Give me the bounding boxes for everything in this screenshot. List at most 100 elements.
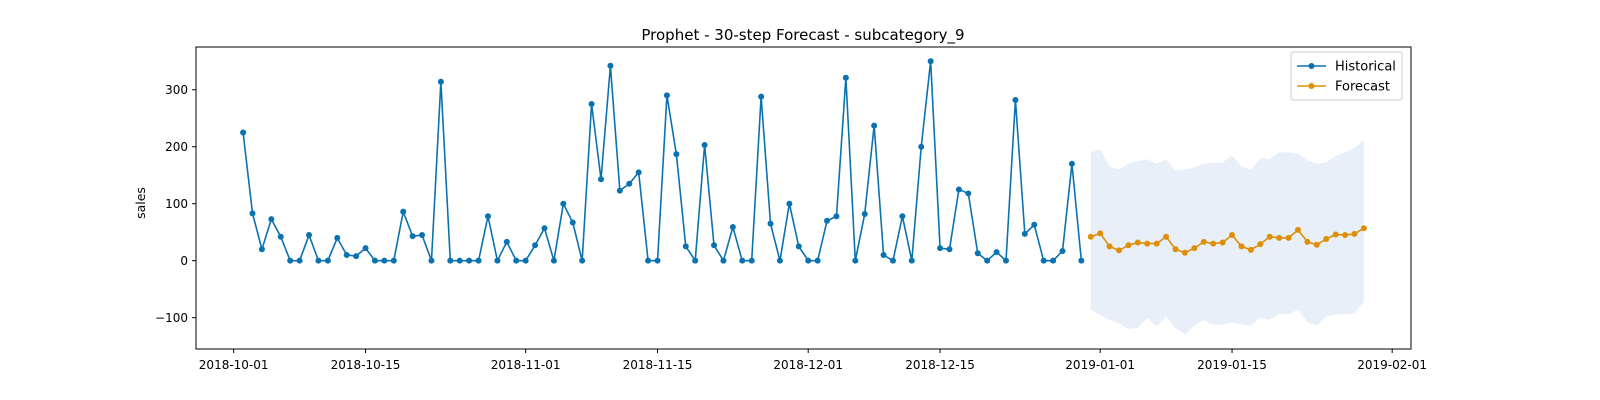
data-point-forecast (1229, 232, 1236, 239)
data-point-historical (889, 257, 896, 264)
data-point-forecast (1172, 246, 1179, 253)
data-point-historical (353, 253, 360, 260)
data-point-forecast (1332, 231, 1339, 238)
data-point-historical (965, 190, 972, 197)
data-point-historical (616, 187, 623, 194)
data-point-historical (268, 216, 275, 223)
data-point-historical (984, 257, 991, 264)
data-point-forecast (1276, 234, 1283, 241)
data-point-historical (682, 243, 689, 250)
data-point-forecast (1294, 226, 1301, 233)
series-line-historical (242, 60, 1083, 262)
data-point-historical (880, 251, 887, 258)
data-point-historical (748, 257, 755, 264)
x-tick-label: 2018-12-01 (773, 358, 843, 372)
y-tick-label: 200 (165, 140, 188, 154)
data-point-historical (918, 143, 925, 150)
data-point-historical (908, 257, 915, 264)
data-point-historical (833, 213, 840, 220)
legend-frame (1290, 51, 1403, 101)
data-point-forecast (1342, 232, 1349, 239)
data-point-historical (579, 257, 586, 264)
y-tick-label: −100 (155, 311, 188, 325)
data-point-historical (296, 257, 303, 264)
data-point-historical (1012, 96, 1019, 103)
data-point-historical (937, 245, 944, 252)
data-point-historical (692, 257, 699, 264)
data-point-historical (1040, 257, 1047, 264)
data-point-historical (626, 180, 633, 187)
data-point-forecast (1087, 233, 1094, 240)
data-point-historical (522, 257, 529, 264)
data-point-historical (1021, 230, 1028, 237)
data-point-historical (701, 142, 708, 149)
data-point-historical (277, 233, 284, 240)
legend-label-historical: Historical (1335, 60, 1396, 75)
data-point-forecast (1304, 238, 1311, 245)
data-point-forecast (1323, 236, 1330, 243)
legend-marker-forecast (1308, 83, 1315, 89)
x-tick-label: 2019-01-15 (1197, 358, 1267, 372)
data-point-historical (456, 257, 463, 264)
data-point-forecast (1266, 233, 1273, 240)
data-point-historical (390, 257, 397, 264)
data-point-historical (729, 224, 736, 231)
data-point-historical (663, 92, 670, 99)
chart-title: Prophet - 30-step Forecast - subcategory… (641, 26, 964, 45)
data-point-historical (494, 257, 501, 264)
data-point-historical (400, 208, 407, 215)
data-point-historical (334, 234, 341, 241)
data-point-historical (805, 257, 812, 264)
data-point-forecast (1285, 234, 1292, 241)
data-point-historical (409, 233, 416, 240)
data-point-historical (381, 257, 388, 264)
data-point-historical (635, 169, 642, 176)
x-tick-label: 2019-01-01 (1065, 358, 1135, 372)
series-layer (240, 58, 1367, 264)
y-tick-label: 100 (165, 197, 188, 211)
data-point-historical (598, 176, 604, 183)
data-point-historical (437, 78, 444, 85)
data-point-historical (306, 232, 313, 239)
data-point-historical (315, 257, 322, 264)
x-tick-label: 2019-02-01 (1357, 358, 1427, 372)
data-point-historical (786, 200, 793, 207)
data-point-historical (1050, 257, 1057, 264)
data-point-historical (861, 210, 868, 217)
data-point-forecast (1200, 238, 1207, 245)
data-point-forecast (1097, 230, 1104, 237)
data-point-historical (475, 257, 482, 264)
data-point-forecast (1257, 241, 1264, 248)
x-tick-label: 2018-10-15 (331, 358, 401, 372)
data-point-historical (550, 257, 557, 264)
data-point-historical (842, 74, 849, 81)
data-point-historical (758, 93, 765, 100)
data-point-historical (249, 210, 256, 217)
data-point-historical (1031, 221, 1038, 228)
plot-frame (195, 46, 1412, 350)
data-point-forecast (1191, 245, 1198, 252)
data-point-historical (588, 100, 595, 107)
data-point-historical (447, 257, 454, 264)
y-tick-label: 300 (165, 83, 188, 97)
data-point-historical (503, 238, 510, 245)
data-point-historical (767, 220, 774, 227)
data-point-historical (240, 129, 247, 136)
x-tick-label: 2018-11-01 (491, 358, 561, 372)
data-point-forecast (1313, 241, 1320, 248)
data-point-historical (776, 257, 783, 264)
forecast-interval-band (1090, 139, 1364, 335)
data-point-historical (654, 257, 661, 264)
data-point-historical (1003, 257, 1009, 264)
data-point-historical (513, 257, 520, 264)
data-point-historical (852, 257, 859, 264)
data-point-historical (428, 257, 435, 264)
data-point-forecast (1219, 239, 1226, 246)
data-point-forecast (1360, 225, 1367, 232)
data-point-historical (927, 58, 934, 65)
data-point-historical (673, 151, 680, 158)
data-point-forecast (1144, 240, 1151, 247)
data-point-historical (946, 246, 953, 253)
data-point-historical (532, 242, 539, 249)
